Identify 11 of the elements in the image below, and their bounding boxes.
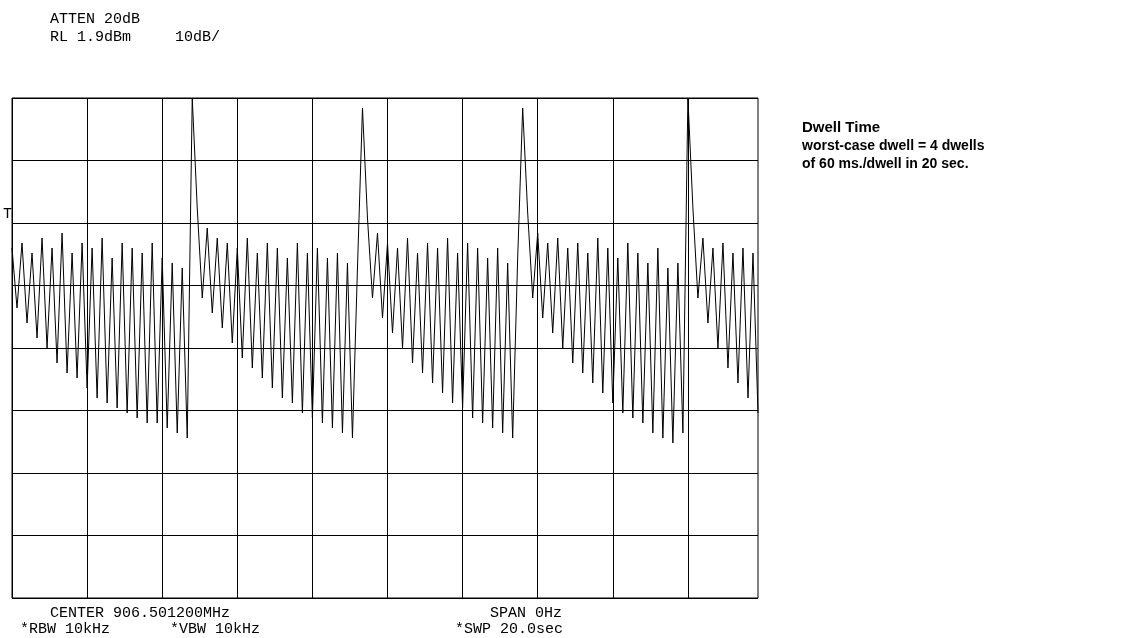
text: SPAN 0Hz xyxy=(490,605,563,622)
text: 10dB/ xyxy=(175,29,221,46)
text: *RBW 10kHz xyxy=(20,621,111,638)
text: *VBW 10kHz xyxy=(170,621,261,638)
text: Dwell Time xyxy=(802,118,881,135)
text: ATTEN 20dB xyxy=(50,11,141,28)
annotation: T xyxy=(3,206,13,223)
text: *SWP 20.0sec xyxy=(455,621,564,638)
text: worst-case dwell = 4 dwells of 60 ms./dwell in 20 sec. xyxy=(801,137,985,171)
text: RL 1.9dBm xyxy=(50,29,132,46)
text: CENTER 906.501200MHz xyxy=(50,605,231,622)
